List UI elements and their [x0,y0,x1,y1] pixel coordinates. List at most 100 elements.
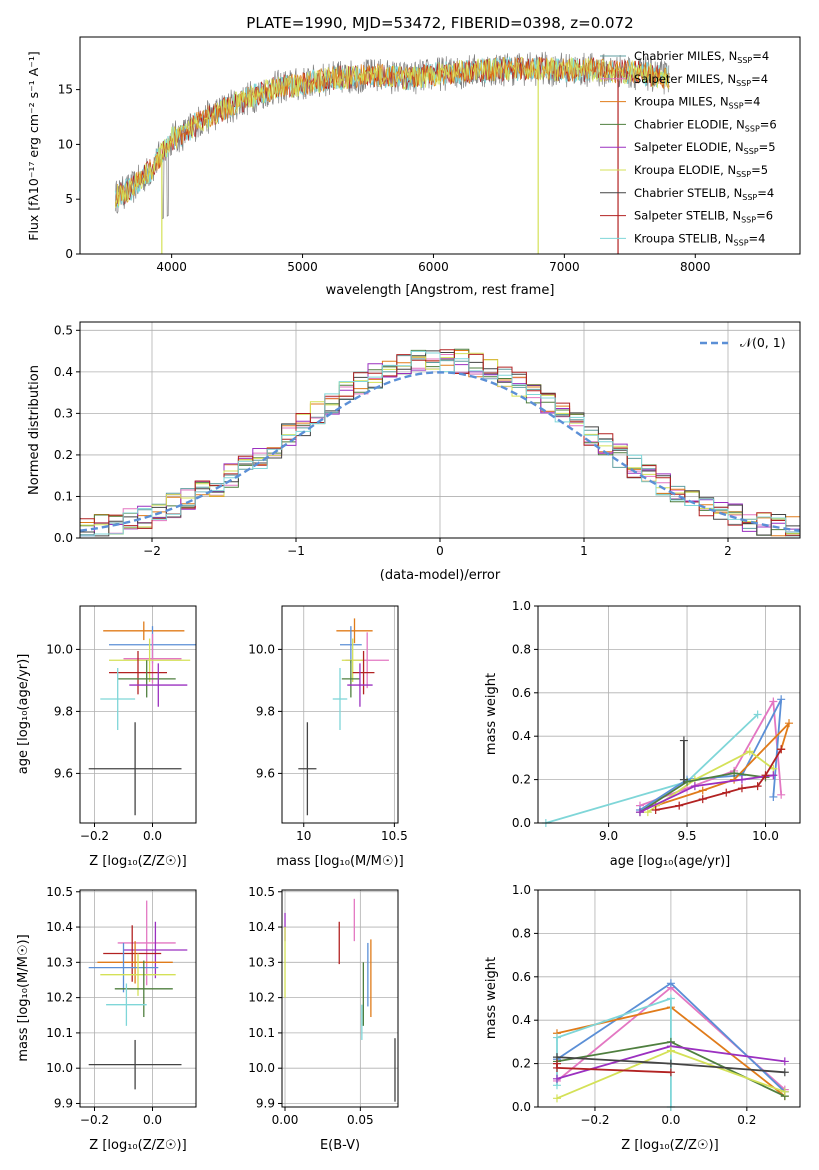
age-Z-ytick-label: 10.0 [46,642,73,656]
mass-z-xlabel: Z [log₁₀(Z/Z☉)] [89,1138,186,1153]
weight-Z-xtick-label: 0.2 [737,1113,756,1127]
residuals-ytick-label: 0.3 [54,406,73,420]
weight-Z-point-marker [666,979,675,988]
weight-age-ytick-label: 0.8 [512,642,531,656]
legend-entry: Kroupa MILES, NSSP=4 [634,95,760,111]
residuals-ytick-label: 0.2 [54,448,73,462]
legend-layer: Chabrier MILES, NSSP=4 Salpeter MILES, NS… [79,36,801,1108]
residuals-ytick-label: 0.5 [54,323,73,337]
mass-EBV-ytick-label: 10.1 [248,1026,275,1040]
mass-EBV-ytick-label: 10.0 [248,1061,275,1075]
weight-age-xtick-label: 9.5 [677,829,696,843]
weight-age-xtick-label: 10.0 [752,829,779,843]
spectrum-ytick-label: 0 [65,247,73,261]
mass-EBV-xtick-label: 0.00 [272,1113,299,1127]
gaussian-reference-line [79,371,801,532]
weight-age-ytick-label: 0.0 [512,816,531,830]
spectrum-xtick-label: 6000 [418,260,449,274]
residuals-xtick-label: −2 [143,544,161,558]
weight-age-ytick-label: 0.2 [512,773,531,787]
weight-age-point-marker [745,747,754,756]
mass-ebv-xlabel: E(B-V) [320,1138,360,1153]
weight-age-ytick-label: 0.6 [512,686,531,700]
weight-age-point-marker [737,784,746,793]
age-Z-ytick-label: 9.8 [54,704,73,718]
spectrum-ytick-label: 10 [58,137,73,151]
mass-EBV-xtick-label: 0.05 [347,1113,374,1127]
legend-entry: Chabrier STELIB, NSSP=4 [634,186,774,202]
legend-entry: Salpeter MILES, NSSP=4 [634,72,768,88]
residuals-ytick-label: 0.0 [54,531,73,545]
weight-age-series-line [647,750,774,813]
residuals-xlabel: (data-model)/error [380,568,501,583]
mass-z-ylabel: mass [log₁₀(M/M☉)] [16,934,31,1061]
weight-age-xlabel: age [log₁₀(age/yr)] [610,854,731,869]
weight-Z-point-marker [780,1057,789,1066]
spectrum-xlabel: wavelength [Angstrom, rest frame] [326,283,555,298]
residuals-ytick-label: 0.4 [54,365,73,379]
mass-Z-ytick-label: 10.4 [46,920,73,934]
legend-entry: Kroupa STELIB, NSSP=4 [634,231,765,247]
mass-Z-xtick-label: 0.0 [143,1113,162,1127]
weight-z-ylabel: mass weight [484,957,499,1039]
weight-age-xtick-label: 9.0 [599,829,618,843]
residuals-xtick-label: 1 [580,544,588,558]
mass-EBV-ytick-label: 10.2 [248,991,275,1005]
legend-entry: Chabrier MILES, NSSP=4 [634,49,769,65]
age-mass-xtick-label: 10.5 [381,829,408,843]
weight-Z-point-marker [666,1059,675,1068]
weight-age-point-marker [679,775,688,784]
mass-EBV-ytick-label: 10.3 [248,955,275,969]
mass-Z-ytick-label: 10.0 [46,1061,73,1075]
mass-Z-ytick-label: 10.2 [46,991,73,1005]
weight-Z-xtick-label: −0.2 [580,1113,609,1127]
mass-EBV-ytick-label: 10.4 [248,920,275,934]
weight-Z-point-marker [666,1046,675,1055]
residuals-xtick-label: 0 [436,544,444,558]
mass-Z-ytick-label: 10.5 [46,885,73,899]
age-mass-xlabel: mass [log₁₀(M/M☉)] [276,854,403,869]
legend-entry: Salpeter ELODIE, NSSP=5 [634,140,776,156]
weight-age-point-marker [753,782,762,791]
weight-Z-ytick-label: 0.8 [512,926,531,940]
weight-Z-ytick-label: 1.0 [512,883,531,897]
weight-Z-ytick-label: 0.2 [512,1057,531,1071]
age-mass-frame [281,605,399,824]
weight-age-series-line [639,772,766,813]
weight-Z-point-marker [552,1094,561,1103]
mass-EBV-ytick-label: 10.5 [248,885,275,899]
weight-Z-point-marker [780,1068,789,1077]
gaussian-legend-label: 𝒩(0, 1) [740,335,786,350]
weight-age-series-line [639,698,783,811]
age-mass-xtick-label: 10 [296,829,311,843]
weight-Z-point-marker [552,1074,561,1083]
spectrum-ytick-label: 15 [58,83,73,97]
residuals-ytick-label: 0.1 [54,489,73,503]
residuals-ylabel: Normed distribution [27,365,42,495]
spectrum-ytick-label: 5 [65,192,73,206]
weight-age-point-marker [730,769,739,778]
weight-Z-point-marker [552,1033,561,1042]
spectrum-xtick-label: 4000 [156,260,187,274]
legend-entry: Kroupa ELODIE, NSSP=5 [634,163,768,179]
spectrum-xtick-label: 7000 [549,260,580,274]
text-layer: PLATE=1990, MJD=53472, FIBERID=0398, z=0… [16,14,730,1153]
weight-age-point-marker [698,795,707,804]
weight-Z-frame [537,889,801,1108]
weight-age-point-marker [643,808,652,817]
residuals-xtick-label: 2 [724,544,732,558]
weight-age-point-marker [753,710,762,719]
weight-Z-xtick-label: 0.0 [661,1113,680,1127]
spectrum-xtick-label: 8000 [680,260,711,274]
weight-age-point-marker [769,697,778,706]
spectrum-xtick-label: 5000 [287,260,318,274]
weight-age-point-marker [679,736,688,745]
weight-age-ylabel: mass weight [484,673,499,755]
weight-age-point-marker [777,790,786,799]
weight-Z-ytick-label: 0.4 [512,1013,531,1027]
age-Z-xtick-label: −0.2 [80,829,109,843]
weight-age-series-line [639,774,774,813]
residuals-frame [79,321,801,539]
weight-Z-ytick-label: 0.6 [512,970,531,984]
